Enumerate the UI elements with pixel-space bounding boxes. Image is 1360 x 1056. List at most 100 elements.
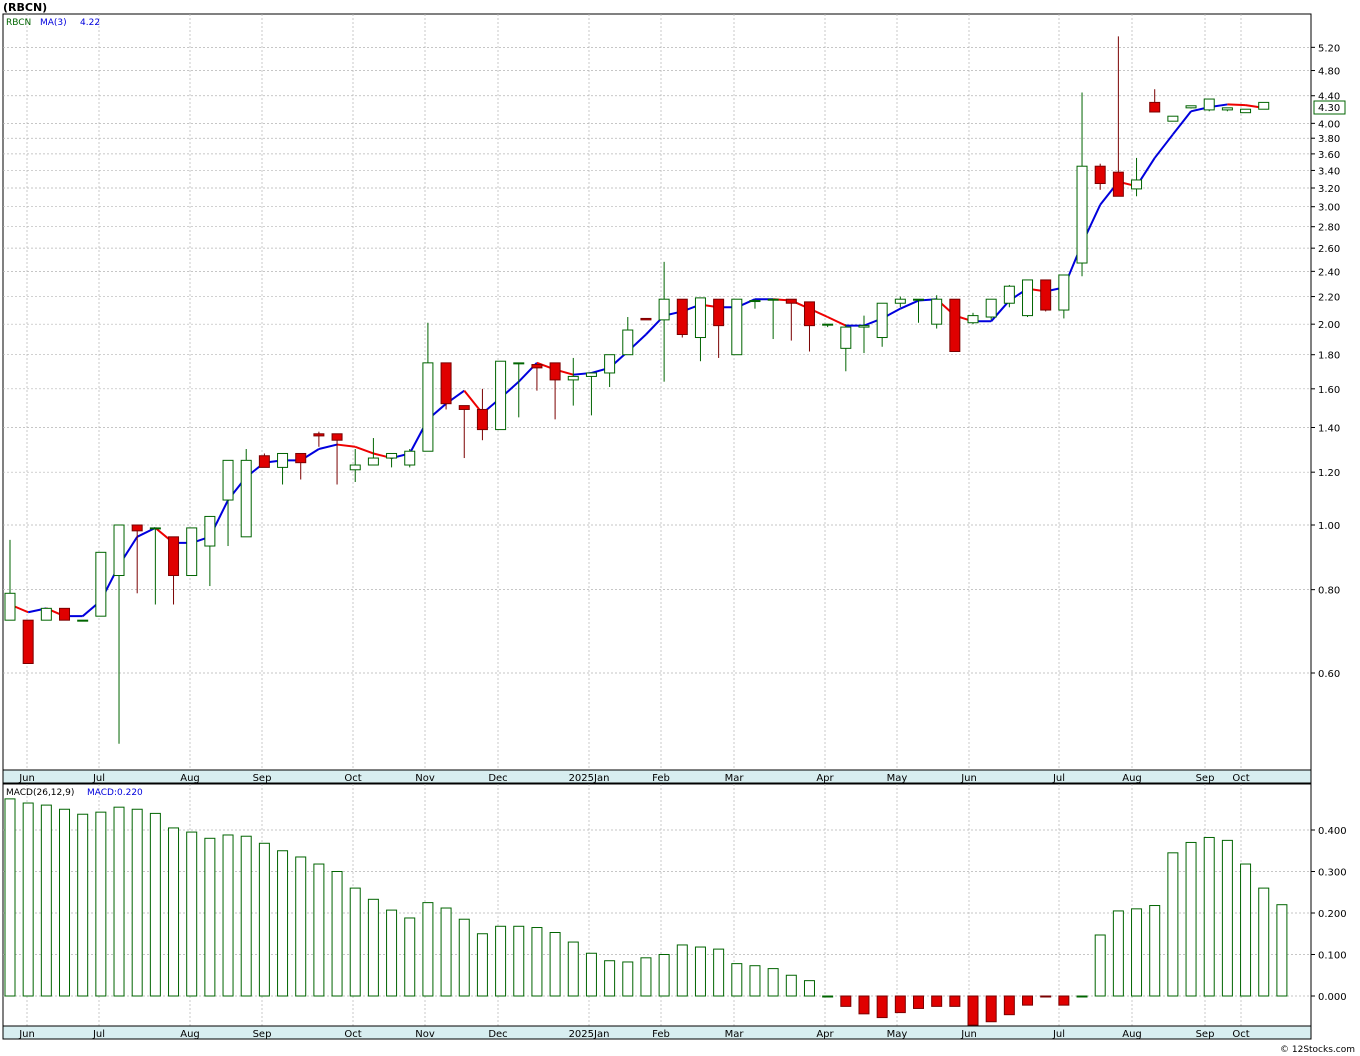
candle-body (785, 298, 797, 304)
candle-body (186, 527, 198, 577)
candle-body (458, 405, 470, 410)
macd-x-label: 2025Jan (569, 1029, 610, 1040)
candle-body (168, 536, 180, 577)
candle-body (513, 362, 525, 365)
price-tick-label: 1.80 (1318, 351, 1340, 362)
macd-bar (913, 995, 924, 1009)
macd-bar (440, 907, 452, 997)
macd-x-label: Nov (415, 1029, 435, 1040)
macd-bar (1112, 910, 1124, 997)
macd-bar (803, 980, 815, 997)
price-x-label: Oct (1232, 773, 1249, 784)
candle-body (4, 592, 16, 621)
candle-body (858, 325, 870, 328)
candle (295, 452, 307, 480)
candle-body (803, 301, 815, 327)
candle (222, 459, 234, 547)
candle (168, 536, 180, 605)
macd-bar (458, 918, 470, 997)
candle-body (658, 298, 670, 321)
ma-segment (318, 443, 338, 450)
macd-bar (240, 835, 252, 997)
price-x-label: Oct (344, 773, 361, 784)
candle (803, 301, 815, 352)
price-tick-label: 4.40 (1318, 92, 1340, 103)
candle-body (985, 298, 997, 318)
macd-bar (858, 995, 870, 1015)
price-y-axis: 0.60 0.80 1.00 1.20 1.40 1.60 1.80 2.00 2.20 2.40… (1311, 43, 1340, 680)
macd-bar (949, 995, 961, 1007)
macd-bar (785, 974, 797, 997)
macd-tick-label: 0.100 (1318, 951, 1347, 962)
price-panel (2, 13, 1312, 771)
price-tick-label: 3.00 (1318, 203, 1340, 214)
candle-body (1149, 101, 1161, 113)
candle (1258, 101, 1270, 110)
candle-body (767, 298, 779, 301)
candle-body (204, 515, 216, 547)
macd-value-legend: MACD:0.220 (87, 788, 143, 798)
candle (913, 298, 924, 323)
macd-x-label: Oct (344, 1029, 361, 1040)
macd-tick-label: 0.300 (1318, 868, 1347, 879)
macd-bars (4, 798, 1288, 1026)
candle-body (876, 302, 888, 339)
candle-body (1131, 179, 1143, 190)
candle-body (240, 459, 252, 538)
macd-bar (495, 925, 507, 997)
candle (186, 527, 198, 577)
macd-x-label: Sep (253, 1029, 272, 1040)
price-x-labels: Jun Jul Aug Sep Oct Nov Dec 2025Jan Feb Mar Apr May… (18, 773, 1250, 784)
price-tick-label: 1.20 (1318, 468, 1340, 479)
price-x-label: Feb (652, 773, 670, 784)
last-price-label: 4.30 (1318, 103, 1340, 114)
candle-body (713, 298, 725, 327)
macd-bar (640, 957, 652, 997)
price-tick-label: 2.40 (1318, 267, 1340, 278)
price-x-label: Jul (92, 773, 105, 784)
macd-x-label: Jun (960, 1029, 977, 1040)
price-x-label: Jun (18, 773, 35, 784)
candle-body (277, 452, 289, 468)
candle-body (585, 372, 597, 377)
price-tick-label: 3.40 (1318, 166, 1340, 177)
macd-bar (967, 995, 979, 1026)
price-x-label: Jul (1052, 773, 1065, 784)
candle (949, 298, 961, 353)
price-x-label: Sep (253, 773, 272, 784)
price-x-label: Aug (180, 773, 200, 784)
candle (349, 448, 361, 482)
ma-value-legend: 4.22 (80, 18, 100, 28)
macd-bar (131, 808, 143, 997)
candle-body (59, 607, 71, 621)
macd-bar (422, 902, 434, 997)
macd-panel (2, 783, 1312, 1027)
macd-bar (585, 952, 597, 997)
macd-bar (22, 802, 34, 997)
ma-segment (899, 299, 919, 310)
candle-body (731, 298, 743, 356)
candle-body (77, 619, 89, 622)
candle-body (1258, 101, 1270, 110)
candle (1167, 115, 1179, 122)
candle (113, 524, 125, 744)
macd-bar (840, 995, 852, 1007)
candle (894, 296, 906, 308)
price-x-label: Sep (1196, 773, 1215, 784)
ma-segment (354, 445, 374, 455)
candle (1221, 107, 1233, 112)
price-tick-label: 4.00 (1318, 119, 1340, 130)
macd-bar (404, 917, 416, 997)
candle (131, 524, 143, 594)
candle-body (1003, 285, 1015, 304)
candle (313, 431, 325, 447)
macd-x-label: Dec (488, 1029, 507, 1040)
price-tick-label: 2.20 (1318, 293, 1340, 304)
candle (767, 298, 779, 340)
candle (1003, 284, 1015, 308)
candle (440, 362, 452, 410)
price-x-axis (2, 769, 1312, 784)
candle-body (549, 362, 561, 381)
macd-bar (1203, 836, 1215, 997)
price-x-label: Dec (488, 773, 507, 784)
